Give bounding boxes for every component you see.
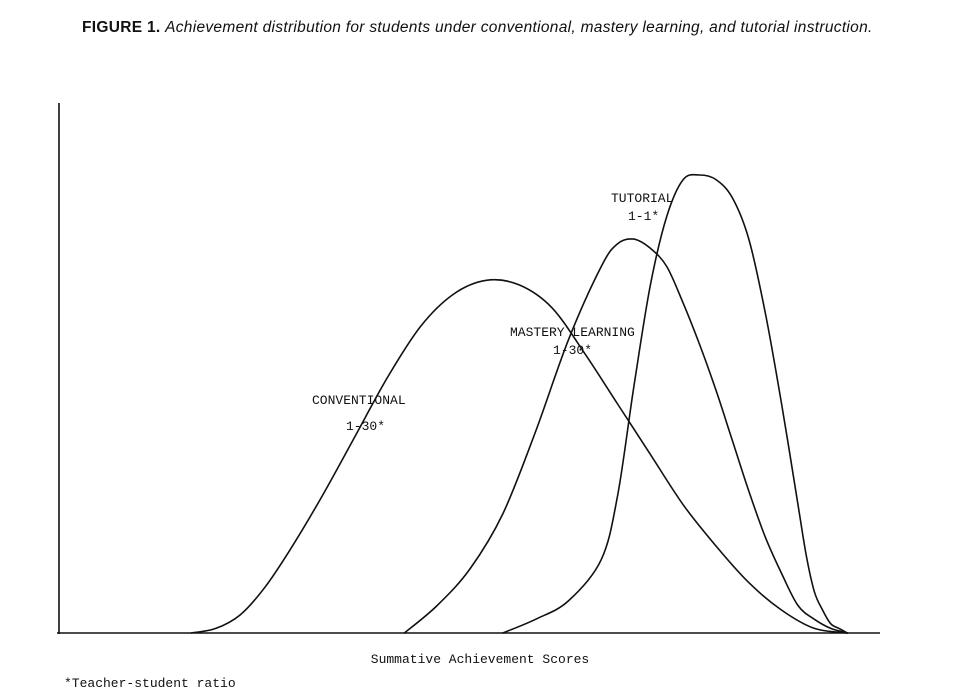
series-ratio-tutorial: 1-1* xyxy=(628,209,659,224)
figure-caption: FIGURE 1. Achievement distribution for s… xyxy=(82,18,882,37)
figure-label: FIGURE 1. xyxy=(82,19,161,36)
series-label-mastery-learning: MASTERY LEARNING xyxy=(510,325,635,340)
curve-conventional xyxy=(190,278,848,634)
series-label-tutorial: TUTORIAL xyxy=(611,191,673,206)
series-ratio-conventional: 1-30* xyxy=(346,419,385,434)
footnote: *Teacher-student ratio xyxy=(64,676,236,691)
series-ratio-mastery-learning: 1-30* xyxy=(553,343,592,358)
series-label-conventional: CONVENTIONAL xyxy=(312,393,406,408)
curve-tutorial xyxy=(502,173,848,634)
curve-mastery-learning xyxy=(403,238,848,634)
x-axis-label: Summative Achievement Scores xyxy=(371,652,589,667)
series-curves xyxy=(190,173,848,634)
figure-caption-text: Achievement distribution for students un… xyxy=(165,19,873,36)
